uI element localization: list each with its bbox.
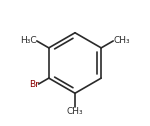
Text: CH₃: CH₃ [67, 107, 83, 116]
Text: CH₃: CH₃ [113, 36, 130, 45]
Text: H₃C: H₃C [20, 36, 37, 45]
Text: Br: Br [29, 80, 39, 88]
